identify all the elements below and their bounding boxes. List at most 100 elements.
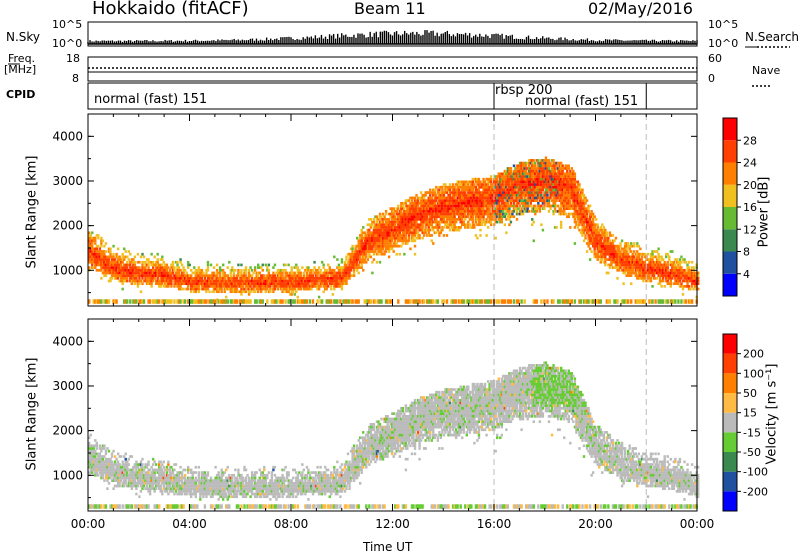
power-cell bbox=[642, 279, 645, 283]
power-cell bbox=[304, 285, 307, 288]
power-cell bbox=[467, 212, 470, 216]
power-cell bbox=[567, 212, 570, 216]
power-cell bbox=[328, 271, 331, 275]
power-cell bbox=[392, 212, 395, 216]
power-cell bbox=[489, 177, 493, 181]
power-cell bbox=[430, 199, 433, 202]
power-cell bbox=[637, 263, 641, 267]
power-cell bbox=[302, 274, 306, 277]
power-cell bbox=[237, 263, 240, 267]
power-cell bbox=[610, 234, 613, 237]
power-cell bbox=[427, 199, 430, 202]
power-cell bbox=[540, 193, 543, 197]
power-cell bbox=[95, 250, 99, 253]
power-cell bbox=[126, 263, 129, 267]
power-near-range bbox=[485, 299, 488, 304]
power-cell bbox=[535, 210, 539, 213]
power-cell bbox=[148, 282, 152, 286]
power-cell bbox=[521, 185, 525, 189]
power-cell bbox=[331, 282, 334, 286]
power-cell bbox=[476, 204, 479, 208]
power-cell bbox=[430, 234, 433, 237]
power-cell bbox=[343, 263, 347, 267]
power-cell bbox=[415, 231, 418, 235]
power-cell bbox=[186, 263, 190, 267]
power-cell bbox=[397, 212, 400, 216]
power-cell bbox=[401, 218, 405, 221]
power-cell bbox=[474, 196, 478, 200]
power-cell bbox=[596, 228, 599, 232]
power-cell bbox=[363, 244, 366, 248]
power-cell bbox=[217, 282, 220, 286]
power-cell bbox=[387, 212, 391, 216]
power-cell bbox=[578, 207, 581, 210]
power-cell bbox=[398, 212, 401, 216]
power-cell bbox=[532, 169, 535, 173]
power-near-range bbox=[509, 299, 513, 304]
power-cell bbox=[634, 274, 637, 277]
power-cell bbox=[594, 244, 598, 248]
power-cell bbox=[611, 247, 615, 251]
power-cell bbox=[582, 215, 586, 219]
power-cell bbox=[541, 172, 545, 176]
power-cell bbox=[569, 226, 572, 229]
power-cell bbox=[293, 279, 296, 283]
power-cell bbox=[649, 266, 653, 269]
power-cell bbox=[296, 266, 299, 269]
power-cell bbox=[435, 199, 438, 202]
power-cell bbox=[413, 252, 417, 256]
power-cell bbox=[424, 226, 427, 229]
power-cell bbox=[253, 282, 257, 286]
power-cell bbox=[118, 266, 121, 269]
power-cell bbox=[448, 212, 452, 216]
power-near-range bbox=[217, 299, 220, 304]
power-cell bbox=[608, 242, 612, 245]
power-cell bbox=[147, 274, 150, 277]
power-cell bbox=[637, 268, 641, 272]
power-cell bbox=[308, 271, 312, 275]
power-cell bbox=[444, 183, 447, 186]
power-cell bbox=[154, 274, 158, 277]
power-cell bbox=[322, 271, 325, 275]
power-near-range bbox=[637, 299, 641, 304]
power-cell bbox=[646, 268, 650, 272]
power-cell bbox=[509, 167, 513, 170]
power-cell bbox=[655, 258, 659, 261]
power-near-range bbox=[368, 299, 371, 304]
power-cell bbox=[613, 266, 616, 269]
power-near-range bbox=[534, 299, 537, 304]
power-cell bbox=[243, 271, 246, 275]
power-cell bbox=[109, 252, 112, 256]
power-cell bbox=[188, 282, 191, 286]
power-cell bbox=[380, 218, 383, 221]
power-cell bbox=[442, 212, 446, 216]
power-cell bbox=[471, 183, 475, 186]
power-cell bbox=[477, 183, 481, 186]
power-cell bbox=[302, 271, 306, 275]
power-cell bbox=[244, 285, 248, 288]
power-cell bbox=[270, 287, 274, 291]
power-cell bbox=[587, 234, 590, 237]
power-cell bbox=[284, 290, 287, 294]
power-cell bbox=[401, 215, 405, 219]
power-cell bbox=[655, 276, 659, 280]
power-cell bbox=[486, 180, 490, 184]
power-near-range bbox=[429, 299, 432, 304]
power-cell bbox=[643, 268, 647, 272]
power-cell bbox=[107, 255, 111, 259]
power-cell bbox=[412, 220, 415, 224]
power-cell bbox=[521, 180, 525, 184]
power-cell bbox=[465, 183, 468, 186]
power-cell bbox=[377, 234, 380, 237]
cpid-segment-1: normal (fast) 151 bbox=[94, 92, 208, 107]
power-cell bbox=[628, 268, 631, 272]
power-cell bbox=[486, 220, 490, 224]
power-cell bbox=[534, 177, 537, 181]
power-cell bbox=[403, 212, 406, 216]
power-cell bbox=[488, 177, 491, 181]
power-cell bbox=[453, 193, 456, 197]
power-cell bbox=[451, 204, 455, 208]
power-cell bbox=[518, 175, 522, 178]
power-cell bbox=[310, 279, 313, 283]
power-cell bbox=[464, 212, 467, 216]
